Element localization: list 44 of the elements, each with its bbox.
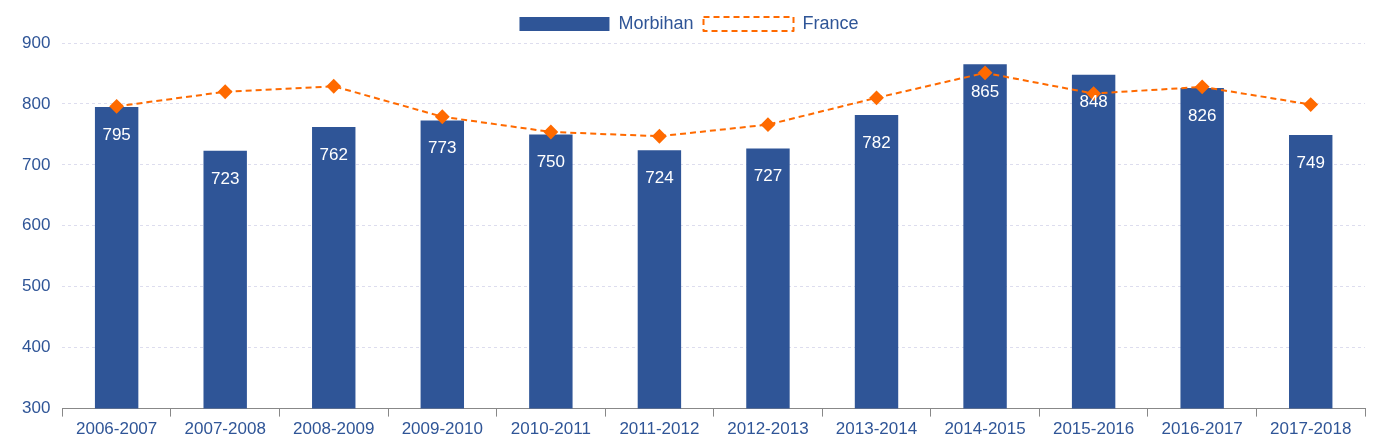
data-label: 750 bbox=[536, 152, 566, 172]
data-label: 782 bbox=[862, 132, 891, 152]
y-tick-label: 500 bbox=[21, 276, 51, 296]
data-label: 749 bbox=[1296, 152, 1325, 172]
x-tick-label: 2006-2007 bbox=[75, 419, 158, 439]
x-tick-label: 2015-2016 bbox=[1052, 419, 1135, 439]
x-tick-label: 2016-2017 bbox=[1161, 419, 1243, 439]
data-label: 773 bbox=[428, 138, 457, 158]
y-tick-label: 900 bbox=[21, 32, 51, 52]
x-tick-label: 2012-2013 bbox=[727, 419, 809, 439]
data-label: 826 bbox=[1187, 105, 1217, 125]
y-tick-label: 600 bbox=[21, 215, 51, 235]
legend-label: France bbox=[802, 12, 859, 33]
data-label: 865 bbox=[970, 82, 1000, 102]
x-tick-label: 2014-2015 bbox=[944, 419, 1026, 439]
point bbox=[109, 99, 124, 114]
point bbox=[760, 117, 775, 132]
x-tick-label: 2007-2008 bbox=[184, 419, 266, 439]
data-label: 848 bbox=[1079, 92, 1108, 112]
x-tick-label: 2013-2014 bbox=[835, 419, 918, 439]
point bbox=[1195, 79, 1210, 94]
y-tick-label: 400 bbox=[21, 337, 51, 357]
data-label: 795 bbox=[102, 124, 131, 144]
point bbox=[652, 129, 667, 144]
point bbox=[1303, 97, 1318, 112]
point bbox=[435, 109, 450, 124]
x-tick-label: 2009-2010 bbox=[401, 419, 483, 439]
y-tick-label: 700 bbox=[21, 154, 51, 174]
point bbox=[326, 79, 341, 94]
x-tick-label: 2017-2018 bbox=[1270, 419, 1352, 439]
point bbox=[978, 65, 993, 80]
point bbox=[543, 124, 558, 139]
x-tick-label: 2011-2012 bbox=[619, 419, 700, 439]
data-label: 723 bbox=[211, 168, 240, 188]
point bbox=[218, 84, 233, 99]
data-label: 762 bbox=[319, 144, 348, 164]
y-tick-label: 800 bbox=[21, 93, 51, 113]
data-label: 727 bbox=[753, 166, 783, 186]
legend-label: Morbihan bbox=[618, 12, 694, 33]
x-tick-label: 2008-2009 bbox=[293, 419, 375, 439]
data-label: 724 bbox=[645, 167, 674, 187]
x-tick-label: 2010-2011 bbox=[510, 419, 591, 439]
point bbox=[869, 90, 884, 105]
y-tick-label: 300 bbox=[21, 398, 51, 418]
